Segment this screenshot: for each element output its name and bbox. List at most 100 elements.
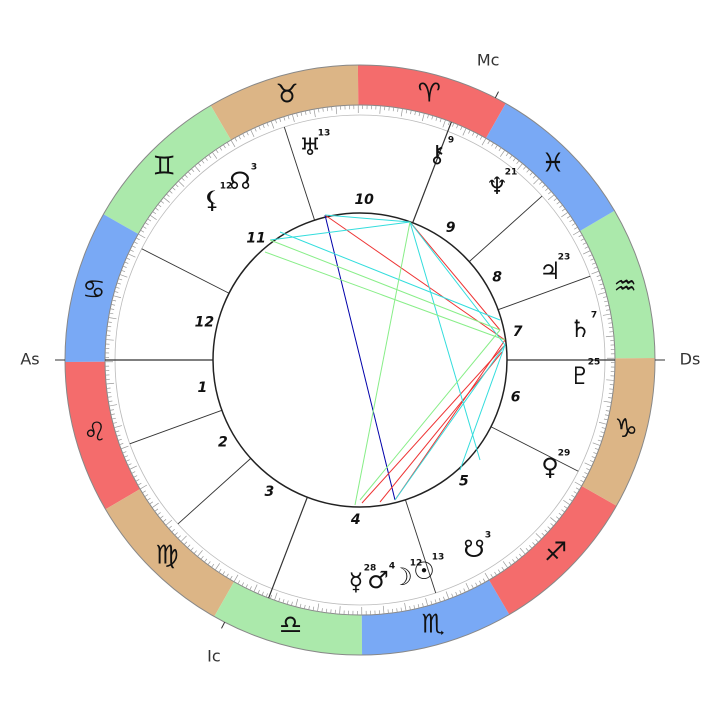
degree-tick bbox=[535, 539, 539, 543]
degree-tick bbox=[115, 286, 120, 289]
degree-tick bbox=[163, 197, 170, 203]
degree-tick bbox=[573, 491, 578, 494]
aspect-line bbox=[361, 345, 505, 504]
degree-tick bbox=[497, 569, 501, 574]
degree-tick bbox=[435, 116, 438, 121]
degree-tick bbox=[525, 548, 529, 552]
degree-tick bbox=[162, 519, 167, 523]
degree-tick bbox=[229, 575, 233, 580]
degree-tick bbox=[339, 606, 341, 615]
degree-tick bbox=[479, 580, 482, 585]
degree-tick bbox=[431, 115, 434, 120]
degree-tick bbox=[606, 379, 615, 381]
degree-tick bbox=[142, 490, 146, 494]
degree-tick bbox=[608, 322, 613, 324]
planet-glyph: ☊ bbox=[229, 167, 250, 195]
planet-degree: 12 bbox=[410, 559, 423, 569]
degree-tick bbox=[282, 599, 285, 604]
degree-tick bbox=[494, 144, 498, 149]
degree-tick bbox=[580, 479, 585, 483]
sign-glyph: ♒︎ bbox=[613, 271, 636, 301]
degree-tick bbox=[197, 162, 201, 167]
degree-tick bbox=[304, 110, 307, 115]
degree-tick bbox=[591, 262, 596, 265]
house-number: 7 bbox=[513, 324, 523, 340]
degree-tick bbox=[151, 502, 159, 509]
degree-tick bbox=[603, 296, 608, 298]
degree-tick bbox=[127, 463, 132, 466]
degree-tick bbox=[299, 603, 302, 608]
degree-tick bbox=[391, 608, 394, 613]
planet-glyph: ☽ bbox=[391, 563, 413, 591]
inner-circle bbox=[212, 212, 508, 508]
degree-tick bbox=[159, 515, 164, 519]
degree-tick bbox=[481, 138, 487, 146]
degree-tick bbox=[287, 115, 290, 120]
planet-glyph: ♅ bbox=[299, 133, 321, 161]
planet-glyph: ♄ bbox=[569, 315, 591, 343]
degree-tick bbox=[204, 558, 208, 563]
degree-tick bbox=[556, 201, 561, 205]
aspect-line bbox=[459, 344, 506, 471]
degree-tick bbox=[177, 535, 181, 539]
degree-tick bbox=[110, 413, 115, 416]
degree-tick bbox=[604, 300, 609, 303]
house-number: 2 bbox=[218, 434, 228, 450]
degree-tick bbox=[181, 177, 185, 181]
degree-tick bbox=[133, 241, 138, 245]
degree-tick bbox=[379, 105, 381, 114]
house-number: 3 bbox=[265, 484, 275, 500]
degree-tick bbox=[107, 391, 112, 394]
degree-tick bbox=[149, 501, 154, 505]
house-cusp bbox=[490, 426, 579, 472]
degree-tick bbox=[115, 430, 120, 433]
degree-tick bbox=[155, 207, 159, 211]
degree-tick bbox=[160, 200, 165, 204]
degree-tick bbox=[219, 146, 223, 151]
sign-glyph: ♈︎ bbox=[418, 78, 441, 108]
sign-sector bbox=[485, 103, 615, 231]
degree-tick bbox=[568, 498, 573, 502]
degree-tick bbox=[106, 382, 115, 385]
planet-degree: 28 bbox=[364, 564, 377, 574]
degree-tick bbox=[396, 608, 398, 613]
degree-tick bbox=[250, 129, 255, 138]
degree-tick bbox=[417, 604, 420, 609]
degree-tick bbox=[447, 121, 451, 126]
degree-tick bbox=[107, 321, 112, 323]
degree-tick bbox=[455, 591, 458, 596]
degree-tick bbox=[559, 204, 563, 208]
degree-tick bbox=[608, 326, 613, 329]
degree-tick bbox=[569, 219, 574, 223]
degree-tick bbox=[410, 110, 412, 115]
degree-tick bbox=[593, 266, 598, 269]
degree-tick bbox=[594, 447, 599, 451]
degree-tick bbox=[296, 112, 298, 117]
degree-tick bbox=[246, 131, 249, 136]
degree-tick bbox=[135, 237, 140, 241]
degree-tick bbox=[460, 126, 463, 131]
degree-tick bbox=[119, 274, 128, 278]
degree-tick bbox=[519, 547, 526, 555]
aspect-line bbox=[409, 221, 501, 331]
degree-tick bbox=[591, 270, 600, 275]
sign-sector bbox=[105, 489, 235, 617]
degree-tick bbox=[479, 135, 483, 140]
degree-tick bbox=[529, 172, 533, 176]
degree-tick bbox=[304, 604, 306, 609]
sign-glyph: ♏︎ bbox=[421, 610, 444, 640]
degree-tick bbox=[208, 154, 212, 159]
aspect-line bbox=[394, 344, 506, 501]
planet-glyph: ♂ bbox=[367, 566, 389, 594]
aspect-line bbox=[324, 214, 506, 341]
degree-tick bbox=[499, 149, 506, 157]
degree-tick bbox=[300, 111, 303, 116]
degree-tick bbox=[172, 187, 176, 191]
planet-degree: 3 bbox=[485, 531, 491, 541]
sign-sector bbox=[64, 214, 139, 363]
degree-tick bbox=[138, 233, 146, 239]
degree-tick bbox=[603, 400, 612, 403]
degree-tick bbox=[442, 119, 446, 128]
degree-tick bbox=[602, 313, 611, 316]
degree-tick bbox=[108, 317, 117, 320]
